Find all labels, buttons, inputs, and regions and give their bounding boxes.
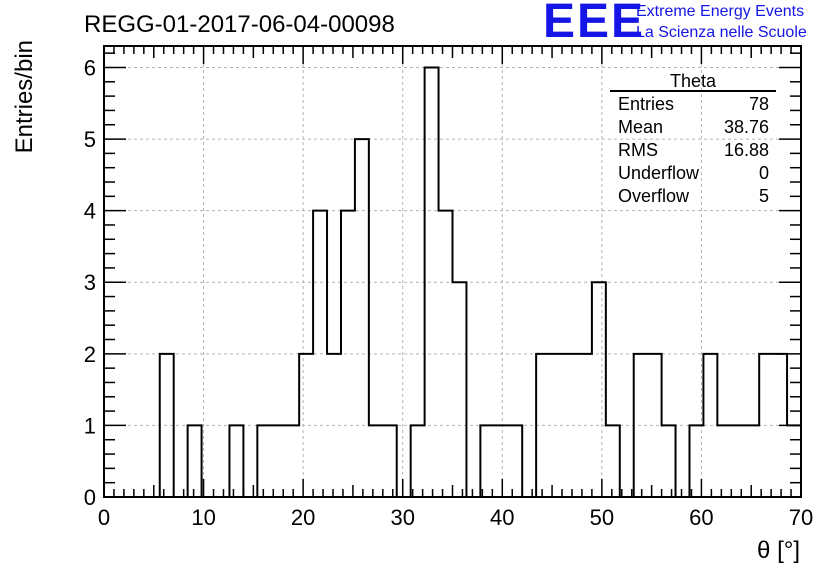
stats-row-value: 5 <box>759 186 769 206</box>
stats-row-label: Underflow <box>618 163 700 183</box>
x-axis-label: θ [°] <box>757 537 800 564</box>
x-tick-label: 0 <box>98 505 110 530</box>
stats-row-label: Entries <box>618 94 674 114</box>
histogram-bin <box>731 425 745 497</box>
histogram-bin <box>271 425 285 497</box>
x-tick-label: 60 <box>689 505 713 530</box>
plot-title: REGG-01-2017-06-04-00098 <box>84 11 395 38</box>
histogram-bin <box>508 425 522 497</box>
histogram-bin <box>383 425 397 497</box>
stats-rows: Entries 78 Mean 38.76 RMS 16.88 Underflow 0 Over… <box>618 94 769 206</box>
y-tick-label: 4 <box>84 199 96 224</box>
histogram-bin <box>369 425 383 497</box>
x-tick-label: 30 <box>390 505 414 530</box>
logo-line-1: Extreme Energy Events <box>636 3 805 20</box>
stats-box: Theta Entries 78 Mean 38.76 RMS 16.88 Underflo… <box>610 71 776 206</box>
stats-row-value: 78 <box>749 94 769 114</box>
y-tick-label: 1 <box>84 413 96 438</box>
eee-logo-mark: EEE <box>543 0 646 48</box>
y-tick-label: 6 <box>84 55 96 80</box>
histogram-bin <box>355 139 369 497</box>
stats-title: Theta <box>670 71 717 91</box>
histogram-bin <box>787 425 801 497</box>
histogram-bin <box>592 282 606 497</box>
x-tick-label: 70 <box>789 505 813 530</box>
y-tick-label: 2 <box>84 342 96 367</box>
eee-logo: EEE Extreme Energy Events La Scienza nel… <box>541 0 836 46</box>
y-tick-label: 5 <box>84 127 96 152</box>
x-tick-label: 40 <box>490 505 514 530</box>
histogram-bin <box>662 425 676 497</box>
histogram-bin <box>257 425 271 497</box>
stats-row-label: RMS <box>618 140 658 160</box>
x-tick-label: 50 <box>590 505 614 530</box>
histogram-bin <box>494 425 508 497</box>
histogram-bin <box>299 354 313 497</box>
y-tick-label: 3 <box>84 270 96 295</box>
histogram-bin <box>480 425 494 497</box>
x-tick-label: 10 <box>191 505 215 530</box>
histogram-bin <box>717 425 731 497</box>
histogram-bin <box>411 425 425 497</box>
histogram-bin <box>285 425 299 497</box>
histogram-bin <box>453 282 467 497</box>
histogram-bin <box>648 354 662 497</box>
histogram-outline <box>104 66 802 498</box>
histogram-bars <box>104 66 802 498</box>
y-axis-label: Entries/bin <box>11 40 38 153</box>
y-tick-label: 0 <box>84 485 96 510</box>
stats-row-label: Mean <box>618 117 663 137</box>
histogram-bin <box>188 425 202 497</box>
stats-row-value: 16.88 <box>724 140 769 160</box>
logo-line-2: La Scienza nelle Scuole <box>636 24 807 41</box>
stats-row-label: Overflow <box>618 186 690 206</box>
stats-row-value: 38.76 <box>724 117 769 137</box>
stats-row-value: 0 <box>759 163 769 183</box>
histogram-bin <box>606 425 620 497</box>
axis-ticks <box>103 46 802 498</box>
histogram-bin <box>745 425 759 497</box>
x-tick-label: 20 <box>291 505 315 530</box>
histogram-bin <box>229 425 243 497</box>
